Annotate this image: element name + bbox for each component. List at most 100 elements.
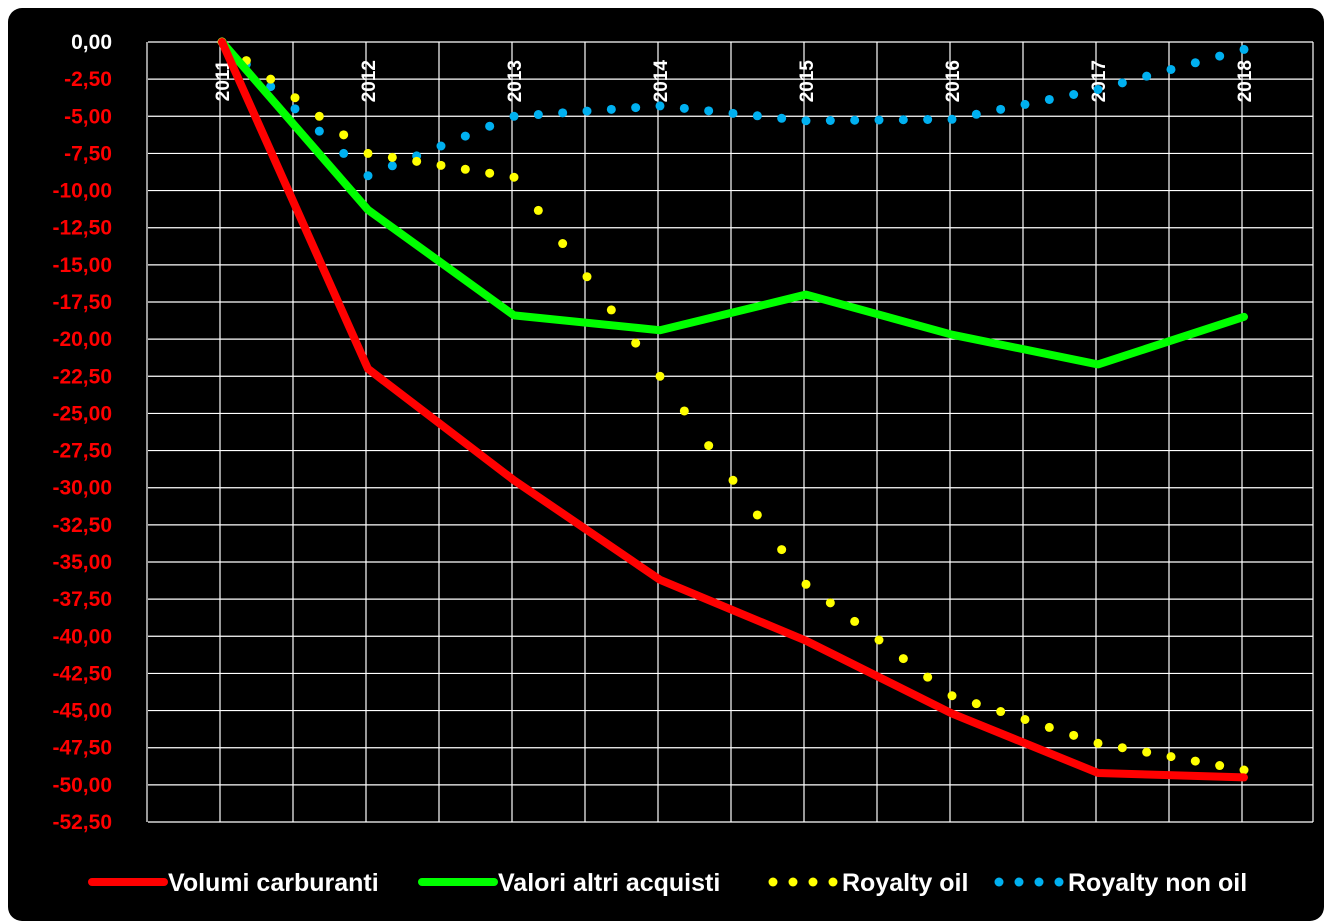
series-dot xyxy=(1190,756,1200,766)
series-dot xyxy=(582,106,592,116)
series-dot xyxy=(874,115,884,125)
legend-label: Royalty oil xyxy=(842,869,968,897)
series-dot xyxy=(387,161,397,171)
series-dot xyxy=(1117,78,1127,88)
legend-item-valori-altri-acquisti: Valori altri acquisti xyxy=(418,869,720,897)
legend-label: Volumi carburanti xyxy=(168,869,379,897)
series-dot xyxy=(485,168,495,178)
series-dot xyxy=(898,654,908,664)
chart-frame xyxy=(8,8,1324,921)
legend-swatch-dot xyxy=(828,877,838,887)
y-tick-label: -37,50 xyxy=(52,588,112,611)
series-dot xyxy=(1142,747,1152,757)
y-tick-label: -25,00 xyxy=(52,402,112,425)
x-tick-label: 2018 xyxy=(1235,60,1256,102)
y-tick-label: -45,00 xyxy=(52,700,112,723)
series-dot xyxy=(533,205,543,215)
series-dot xyxy=(971,109,981,119)
series-dot xyxy=(606,305,616,315)
legend-swatch-dot xyxy=(994,877,1004,887)
x-tick-label: 2016 xyxy=(943,60,964,102)
y-tick-label: -35,00 xyxy=(52,551,112,574)
x-axis-tick-labels: 2011 2012 2013 2014 2015 2016 2017 2018 xyxy=(213,60,1256,103)
series-dot xyxy=(1215,761,1225,771)
y-tick-label: -20,00 xyxy=(52,328,112,351)
series-line-royalty-oil xyxy=(217,37,1249,775)
series-dot xyxy=(1166,752,1176,762)
y-tick-label: -10,00 xyxy=(52,180,112,203)
series-dot xyxy=(412,156,422,166)
y-tick-label: -17,50 xyxy=(52,291,112,314)
y-tick-label: -50,00 xyxy=(52,774,112,797)
series-dot xyxy=(923,115,933,125)
series-dot xyxy=(314,126,324,136)
y-tick-label: -15,00 xyxy=(52,254,112,277)
x-tick-label: 2015 xyxy=(797,60,818,103)
y-tick-label: -2,50 xyxy=(64,68,112,91)
y-tick-label: -5,00 xyxy=(64,105,112,128)
series-dot xyxy=(1069,730,1079,740)
series-dot xyxy=(314,111,324,121)
legend-label: Royalty non oil xyxy=(1068,869,1247,897)
y-tick-label: -52,50 xyxy=(52,811,112,834)
series-dot xyxy=(728,475,738,485)
series-dot xyxy=(704,441,714,451)
series-dot xyxy=(898,115,908,125)
series-line-volumi-carburanti xyxy=(218,38,1248,782)
series-dot xyxy=(850,115,860,125)
series-dot xyxy=(777,113,787,123)
x-tick-label: 2012 xyxy=(359,60,380,102)
series-dot xyxy=(558,108,568,118)
series-dot xyxy=(582,272,592,282)
series-dot xyxy=(777,545,787,555)
y-tick-label: 0,00 xyxy=(71,31,112,54)
series-dot xyxy=(1020,99,1030,109)
legend-swatch-dot xyxy=(768,877,778,887)
series-dot xyxy=(436,160,446,170)
series-dot xyxy=(1069,89,1079,99)
y-tick-label: -27,50 xyxy=(52,440,112,463)
series-line-royalty-non-oil xyxy=(217,37,1249,181)
series-dot xyxy=(679,103,689,113)
series-dot xyxy=(266,82,276,92)
series-dot xyxy=(923,672,933,682)
series-dot xyxy=(825,115,835,125)
x-tick-label: 2014 xyxy=(651,60,672,103)
series-dot xyxy=(1117,743,1127,753)
y-tick-label: -12,50 xyxy=(52,217,112,240)
y-tick-label: -7,50 xyxy=(64,142,112,165)
series-dot xyxy=(728,108,738,118)
series-dot xyxy=(558,239,568,249)
series-dot xyxy=(752,510,762,520)
legend-item-royalty-oil: Royalty oil xyxy=(768,869,968,897)
x-tick-label: 2013 xyxy=(505,60,526,102)
series-dot xyxy=(1044,94,1054,104)
series-dot xyxy=(485,121,495,131)
series-dot xyxy=(460,131,470,141)
series-layer xyxy=(217,37,1249,782)
y-tick-label: -30,00 xyxy=(52,477,112,500)
series-dot xyxy=(631,103,641,113)
series-dot xyxy=(704,106,714,116)
series-dot xyxy=(1215,51,1225,61)
series-dot xyxy=(996,104,1006,114)
series-dot xyxy=(1166,64,1176,74)
y-axis-tick-labels: 0,00 -2,50 -5,00 -7,50 -10,00 -12,50 -15,00 -17… xyxy=(52,31,112,834)
legend-item-royalty-non-oil: Royalty non oil xyxy=(994,869,1247,897)
legend: Volumi carburanti Valori altri acquisti Ro… xyxy=(88,869,1247,897)
series-dot xyxy=(339,130,349,140)
series-dot xyxy=(533,110,543,120)
legend-swatch-dot xyxy=(1034,877,1044,887)
legend-swatch-dot xyxy=(788,877,798,887)
series-dot xyxy=(339,148,349,158)
y-tick-label: -42,50 xyxy=(52,662,112,685)
series-dot xyxy=(606,104,616,114)
series-dot xyxy=(874,635,884,645)
x-tick-label: 2017 xyxy=(1089,60,1110,102)
y-tick-label: -22,50 xyxy=(52,365,112,388)
series-dot xyxy=(387,152,397,162)
y-tick-label: -47,50 xyxy=(52,737,112,760)
y-tick-label: -32,50 xyxy=(52,514,112,537)
series-dot xyxy=(631,338,641,348)
